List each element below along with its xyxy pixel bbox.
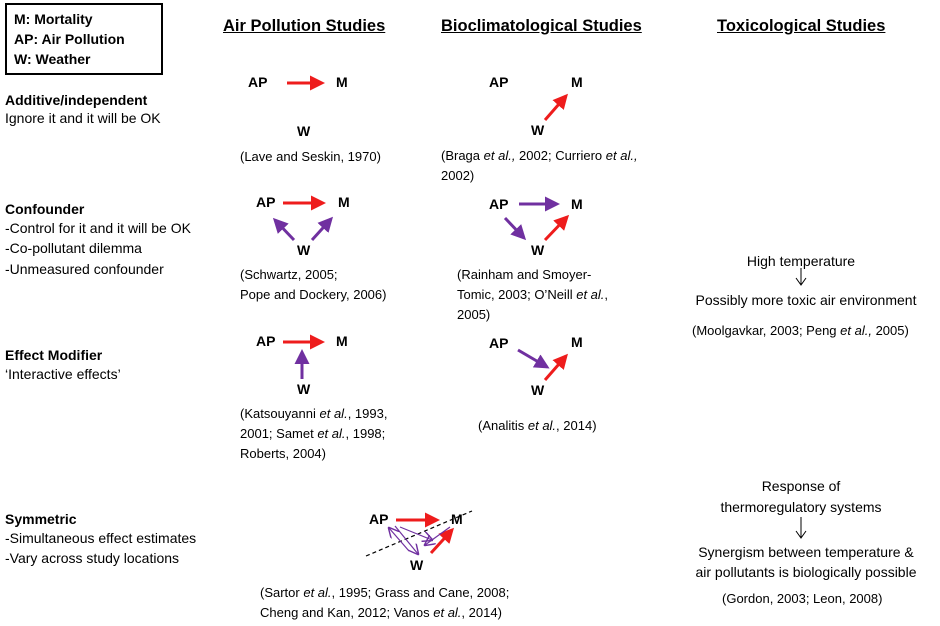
citation-confounder-bio: (Rainham and Smoyer- Tomic, 2003; O’Neil… xyxy=(457,265,608,325)
node-ap: AP xyxy=(256,333,276,349)
arrow-w-to-m xyxy=(310,216,334,242)
citation-symmetric: (Sartor et al., 1995; Grass and Cane, 20… xyxy=(260,583,509,623)
citation-additive-air: (Lave and Seskin, 1970) xyxy=(240,149,381,164)
row-text-confounder-1: -Control for it and it will be OK xyxy=(5,220,191,236)
node-m: M xyxy=(571,74,583,90)
citation-line: (Braga et al., 2002; Curriero et al., xyxy=(441,148,638,163)
node-ap: AP xyxy=(256,194,276,210)
node-m: M xyxy=(336,333,348,349)
row-title-effect-modifier: Effect Modifier xyxy=(5,347,103,363)
row-title-additive: Additive/independent xyxy=(5,92,148,108)
node-w: W xyxy=(531,382,545,398)
citation-additive-bio: (Braga et al., 2002; Curriero et al., 20… xyxy=(441,146,638,186)
citation-line: 2001; Samet et al., 1998; xyxy=(240,426,386,441)
citation-line: Roberts, 2004) xyxy=(240,446,326,461)
row-text-symmetric-1: -Simultaneous effect estimates xyxy=(5,530,197,546)
legend-item-air-pollution: AP: Air Pollution xyxy=(14,31,125,47)
node-ap: AP xyxy=(489,74,509,90)
arrow-m-to-link-thin xyxy=(425,526,451,545)
node-w: W xyxy=(297,381,311,397)
arrow-ap-to-w xyxy=(503,216,527,241)
citation-line: 2005) xyxy=(457,307,491,322)
tox-confounder-bottom: Possibly more toxic air environment xyxy=(695,292,917,308)
node-w: W xyxy=(297,242,311,258)
citation-line: Tomic, 2003; O’Neill et al., xyxy=(457,287,609,302)
node-m: M xyxy=(571,334,583,350)
node-m: M xyxy=(571,196,583,212)
node-ap: AP xyxy=(369,511,389,527)
legend-item-mortality: M: Mortality xyxy=(14,11,93,27)
node-ap: AP xyxy=(489,196,509,212)
row-text-symmetric-2: -Vary across study locations xyxy=(5,550,180,566)
citation-line: Pope and Dockery, 2006) xyxy=(240,287,387,302)
node-m: M xyxy=(338,194,350,210)
dashed-line xyxy=(365,510,473,557)
column-header-toxicological: Toxicological Studies xyxy=(717,17,886,35)
citation-line: 2002) xyxy=(441,168,475,183)
row-text-confounder-2: -Co-pollutant dilemma xyxy=(5,240,142,256)
arrow-w-to-m xyxy=(543,353,568,381)
node-ap: AP xyxy=(489,335,509,351)
node-w: W xyxy=(410,557,424,573)
citation-line: Cheng and Kan, 2012; Vanos et al., 2014) xyxy=(260,605,502,620)
node-m: M xyxy=(336,74,348,90)
row-title-symmetric: Symmetric xyxy=(5,511,77,527)
arrow-w-to-m xyxy=(543,214,570,242)
column-header-bioclimatological: Bioclimatological Studies xyxy=(441,17,642,35)
tox-symmetric-bottom-2: air pollutants is biologically possible xyxy=(695,564,917,580)
arrow-w-to-m xyxy=(543,93,568,121)
tox-symmetric-top-2: thermoregulatory systems xyxy=(720,499,882,515)
citation-line: (Analitis et al., 2014) xyxy=(478,418,597,433)
node-w: W xyxy=(531,122,545,138)
arrow-w-to-ap-thin xyxy=(389,528,410,552)
citation-confounder-tox: (Moolgavkar, 2003; Peng et al., 2005) xyxy=(692,323,909,338)
tox-confounder-top: High temperature xyxy=(746,253,856,269)
citation-line: (Katsouyanni et al., 1993, xyxy=(240,406,388,421)
down-arrow-icon xyxy=(795,268,807,286)
arrow-ap-to-link xyxy=(517,348,550,369)
node-ap: AP xyxy=(248,74,268,90)
legend-box: M: Mortality AP: Air Pollution W: Weathe… xyxy=(5,3,163,75)
node-w: W xyxy=(297,123,311,139)
legend-item-weather: W: Weather xyxy=(14,51,91,67)
row-text-confounder-3: -Unmeasured confounder xyxy=(5,261,164,277)
citation-confounder-air: (Schwartz, 2005; Pope and Dockery, 2006) xyxy=(240,265,386,305)
node-m: M xyxy=(451,511,463,527)
arrow-w-to-m xyxy=(429,527,455,555)
row-text-effect-modifier-1: ‘Interactive effects’ xyxy=(5,366,121,382)
citation-line: (Rainham and Smoyer- xyxy=(457,267,592,282)
down-arrow-icon xyxy=(795,517,807,539)
citation-line: (Schwartz, 2005; xyxy=(240,267,338,282)
citation-modifier-air: (Katsouyanni et al., 1993, 2001; Samet e… xyxy=(240,404,387,464)
citation-line: (Sartor et al., 1995; Grass and Cane, 20… xyxy=(260,585,510,600)
tox-symmetric-top-1: Response of xyxy=(761,478,841,494)
column-header-air-pollution: Air Pollution Studies xyxy=(223,17,386,35)
row-text-additive-1: Ignore it and it will be OK xyxy=(5,110,161,126)
citation-modifier-bio: (Analitis et al., 2014) xyxy=(478,416,597,436)
citation-symmetric-tox: (Gordon, 2003; Leon, 2008) xyxy=(722,591,883,606)
arrow-w-to-ap xyxy=(272,217,296,242)
row-title-confounder: Confounder xyxy=(5,201,85,217)
tox-symmetric-bottom-1: Synergism between temperature & xyxy=(698,544,914,560)
node-w: W xyxy=(531,242,545,258)
